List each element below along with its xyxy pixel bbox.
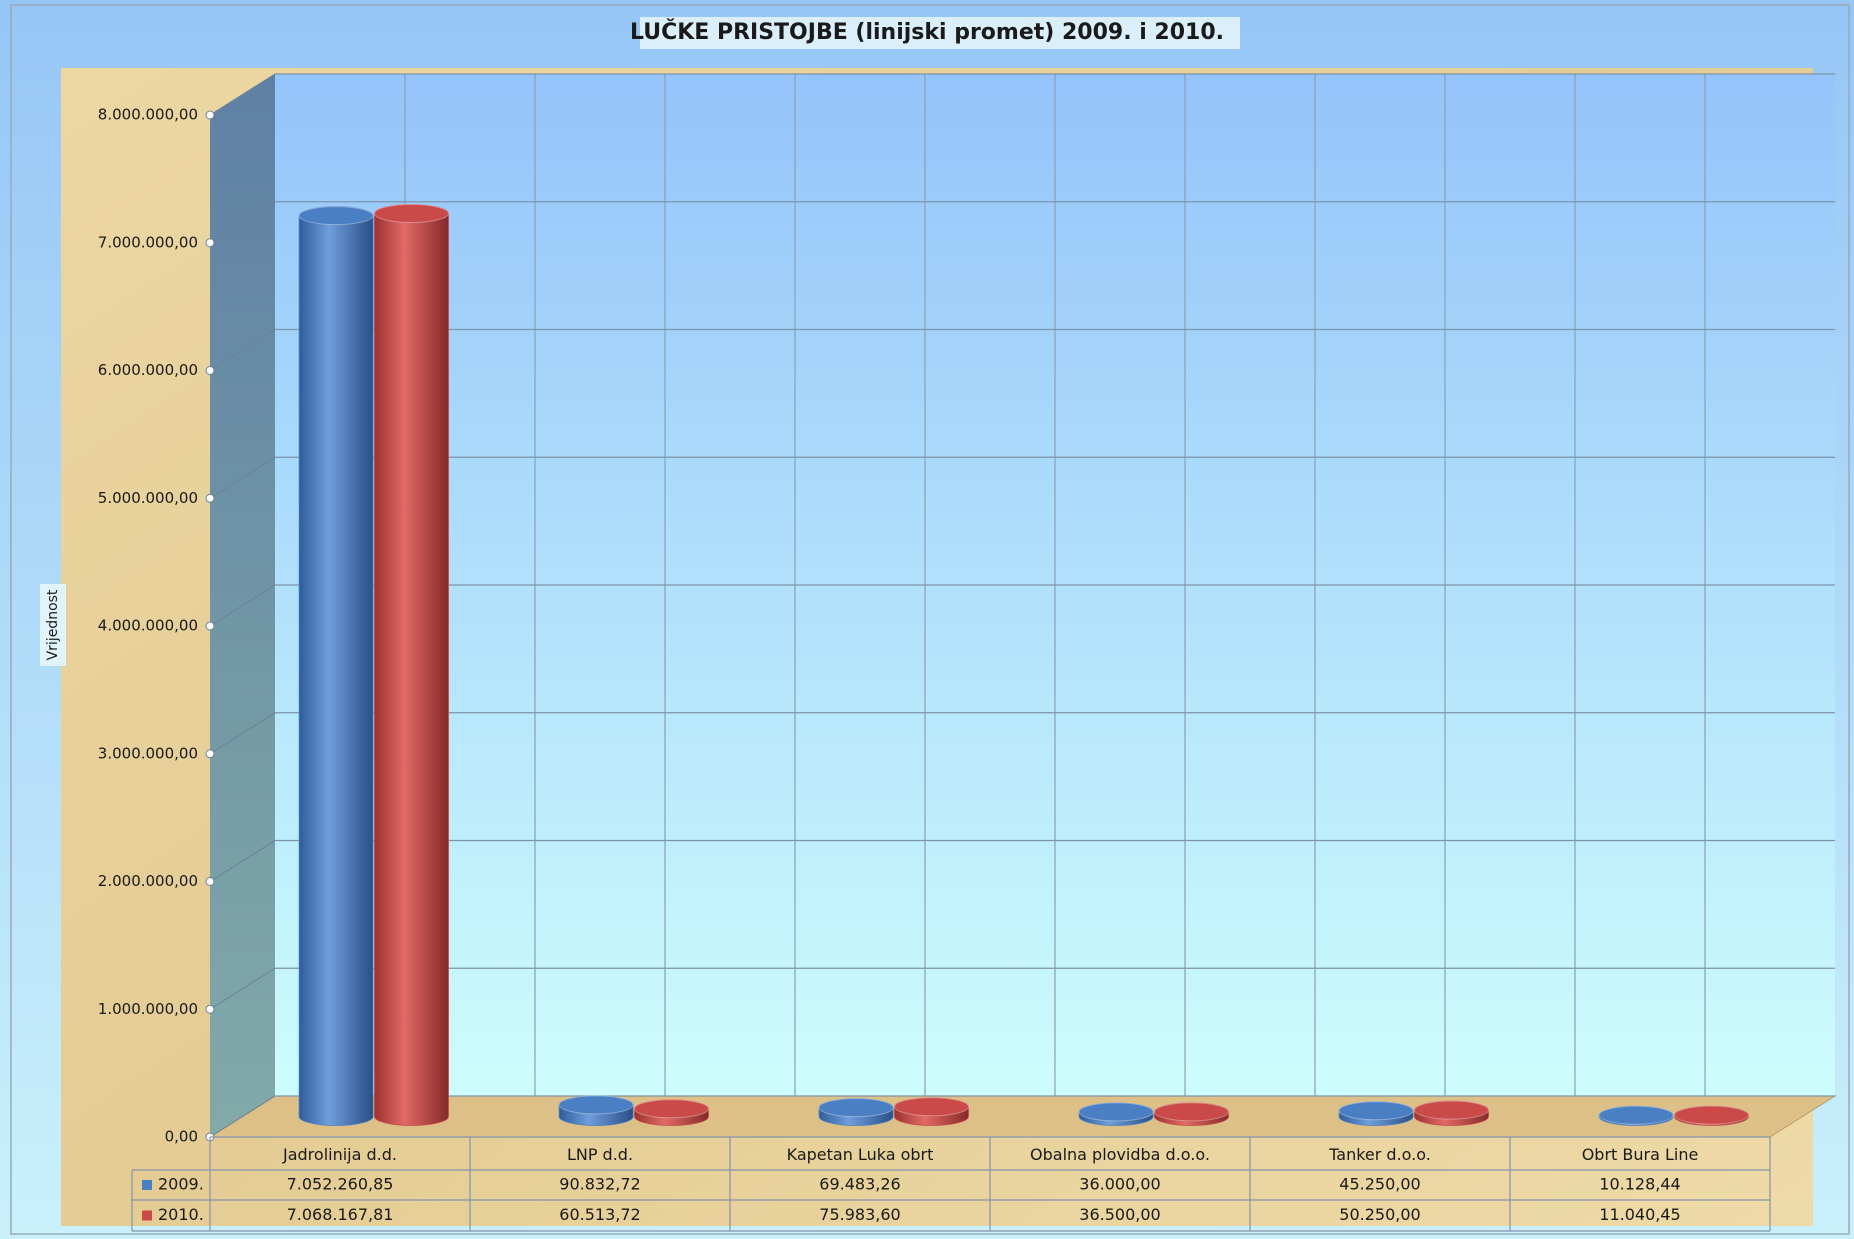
y-tick-label: 5.000.000,00 (98, 489, 198, 507)
data-label: 69.483,26 (819, 1175, 900, 1194)
bars (298, 204, 1749, 1126)
y-tick-label: 6.000.000,00 (98, 361, 198, 379)
side-grid-line (209, 967, 276, 1010)
tick-mark (205, 238, 215, 248)
x-tick-label: Obrt Bura Line (1582, 1145, 1699, 1164)
bar-top (1338, 1101, 1414, 1121)
y-axis-label: Vrijednost (45, 589, 61, 660)
tick-mark (205, 366, 215, 375)
data-label: 36.500,00 (1079, 1205, 1160, 1224)
data-label: 60.513,72 (559, 1205, 640, 1224)
bar-top (1414, 1100, 1489, 1120)
y-tick-label: 2.000.000,00 (98, 872, 198, 890)
data-table: Jadrolinija d.d. LNP d.d. Kapetan Luka obr… (131, 1136, 1771, 1232)
legend-label: 2009. (158, 1175, 204, 1194)
y-tick-label: 1.000.000,00 (98, 1000, 198, 1018)
side-grid-line (209, 840, 276, 882)
data-label: 90.832,72 (559, 1175, 640, 1194)
y-tick-label: 4.000.000,00 (98, 617, 198, 635)
bar-top (894, 1097, 969, 1117)
tick-mark (205, 749, 215, 759)
tick-mark (205, 1004, 215, 1014)
y-tick-label: 7.000.000,00 (98, 233, 198, 251)
title-box (640, 17, 1240, 49)
data-label: 7.052.260,85 (287, 1175, 394, 1194)
legend-swatch (142, 1180, 152, 1190)
legend-swatch (142, 1210, 152, 1221)
bar-top (1078, 1102, 1154, 1122)
data-label: 50.250,00 (1339, 1205, 1420, 1224)
data-label: 7.068.167,81 (287, 1205, 394, 1224)
x-tick-label: Tanker d.o.o. (1328, 1145, 1431, 1164)
data-label: 45.250,00 (1339, 1175, 1420, 1194)
x-tick-label: Kapetan Luka obrt (787, 1145, 934, 1164)
bar-top (298, 206, 374, 226)
y-tick-label: 8.000.000,00 (98, 106, 198, 124)
x-tick-label: Jadrolinija d.d. (282, 1145, 397, 1164)
bar-top (1598, 1105, 1674, 1125)
bar-top (558, 1095, 634, 1115)
tick-mark (205, 621, 215, 631)
side-grid-line (209, 456, 276, 499)
frame-border (10, 4, 1850, 1235)
bar-top (374, 204, 449, 224)
y-tick-label: 3.000.000,00 (98, 744, 198, 762)
tick-mark (205, 877, 215, 886)
bar-top (634, 1099, 709, 1119)
bar-top (1674, 1105, 1749, 1125)
y-tick-label: 0,00 (165, 1128, 198, 1146)
data-label: 11.040,45 (1599, 1205, 1680, 1224)
tick-mark (205, 110, 215, 120)
bar-top (818, 1098, 894, 1118)
bar-top (1154, 1102, 1229, 1122)
data-label: 36.000,00 (1079, 1175, 1160, 1194)
data-label: 75.983,60 (819, 1205, 900, 1224)
side-grid-line (209, 329, 276, 371)
legend-label: 2010. (158, 1205, 204, 1224)
x-tick-label: Obalna plovidba d.o.o. (1030, 1145, 1210, 1164)
tick-mark (205, 493, 215, 503)
y-label-box (40, 584, 66, 666)
side-grid-line (209, 201, 276, 244)
x-tick-label: LNP d.d. (567, 1145, 633, 1164)
chart-title: LUČKE PRISTOJBE (linijski promet) 2009. … (630, 19, 1224, 45)
side-grid-line (209, 73, 276, 116)
side-grid-line (209, 1095, 276, 1138)
side-grid-line (209, 584, 276, 627)
data-label: 10.128,44 (1599, 1175, 1680, 1194)
side-grid-line (209, 712, 276, 755)
bar (374, 204, 449, 1126)
bar (298, 206, 374, 1126)
floor (208, 1095, 1837, 1138)
